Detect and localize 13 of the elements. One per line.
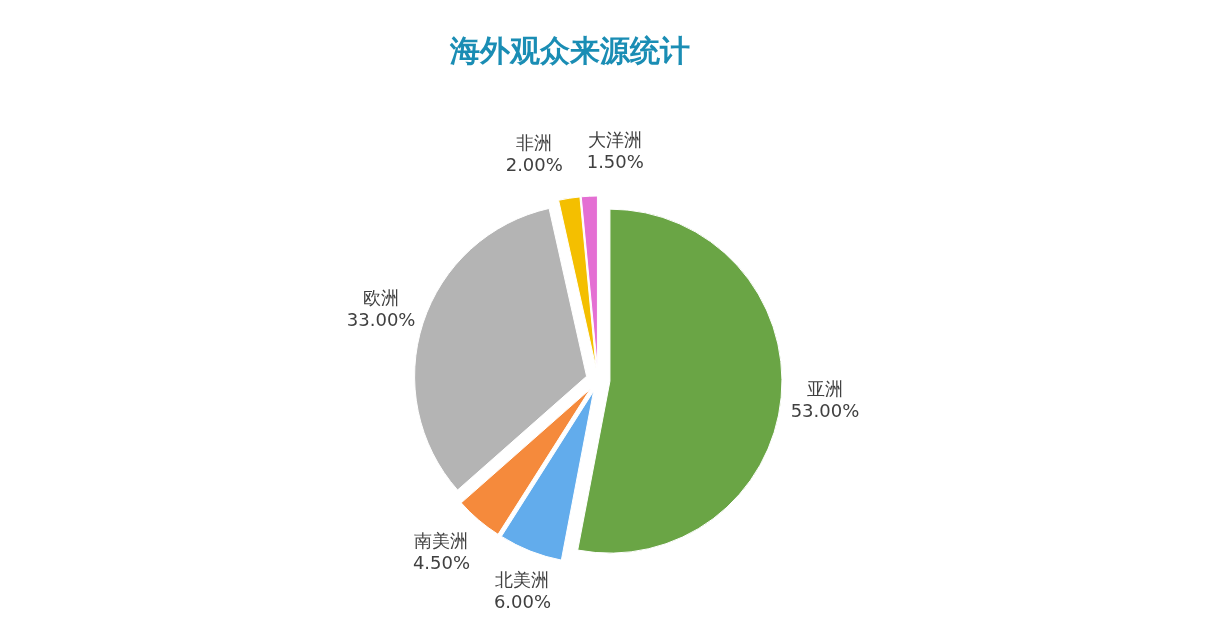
slice-label: 南美洲 xyxy=(414,530,469,552)
slice-label: 亚洲 xyxy=(806,378,843,400)
chart-title: 海外观众来源统计 xyxy=(449,32,690,68)
data-label: 1.50% xyxy=(586,151,644,173)
data-label: 33.00% xyxy=(346,308,416,330)
slice-label: 大洋洲 xyxy=(588,129,643,151)
data-label: 4.50% xyxy=(412,552,471,574)
slice-label: 北美洲 xyxy=(495,568,550,590)
data-label: 2.00% xyxy=(505,153,563,175)
data-label: 6.00% xyxy=(493,590,552,612)
slice-label: 欧洲 xyxy=(363,286,400,308)
slice-label: 非洲 xyxy=(516,131,553,153)
data-label: 53.00% xyxy=(790,400,860,422)
